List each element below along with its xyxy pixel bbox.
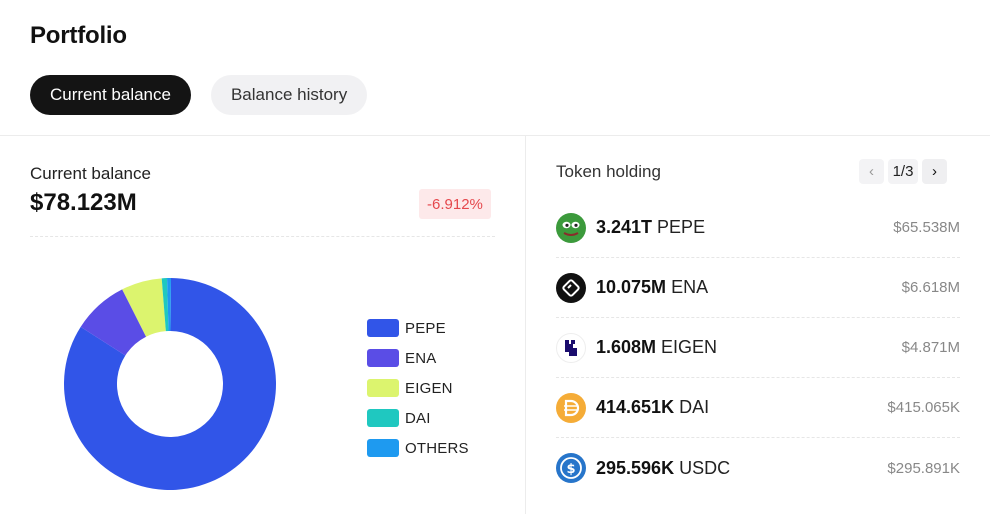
donut-slice-pepe[interactable]	[64, 278, 277, 490]
token-usd-value: $415.065K	[887, 399, 960, 416]
page-title: Portfolio	[30, 22, 127, 49]
legend-swatch	[367, 409, 399, 427]
token-row-ena[interactable]: 10.075M ENA $6.618M	[556, 258, 960, 318]
donut-slice-dai[interactable]	[161, 278, 169, 332]
balance-value: $78.123M	[30, 189, 137, 216]
token-row-eigen[interactable]: 1.608M EIGEN $4.871M	[556, 318, 960, 378]
token-usd-value: $4.871M	[901, 339, 960, 356]
pepe-icon	[556, 212, 586, 243]
legend-label: DAI	[405, 409, 431, 427]
legend-label: EIGEN	[405, 379, 453, 397]
tab-balance-history[interactable]: Balance history	[210, 75, 368, 115]
dai-icon	[556, 392, 586, 423]
legend-swatch	[367, 439, 399, 457]
token-usd-value: $65.538M	[893, 219, 960, 236]
legend-item-ena[interactable]: ENA	[367, 343, 469, 373]
change-badge: -6.912%	[419, 189, 491, 219]
token-holding-title: Token holding	[556, 162, 661, 181]
chevron-right-icon: ›	[932, 163, 937, 180]
chevron-left-icon: ‹	[869, 163, 874, 180]
token-symbol: USDC	[679, 457, 731, 478]
tab-bar: Current balance Balance history	[30, 75, 368, 115]
balance-label: Current balance	[30, 164, 151, 183]
legend-label: PEPE	[405, 319, 446, 337]
legend-item-eigen[interactable]: EIGEN	[367, 373, 469, 403]
token-symbol: ENA	[671, 277, 709, 297]
token-row-usdc[interactable]: $ 295.596K USDC $295.891K	[556, 438, 960, 498]
token-amount: 414.651K	[596, 397, 675, 417]
legend-swatch	[367, 379, 399, 397]
token-amount: 3.241T	[596, 217, 653, 237]
token-amount: 295.596K	[596, 457, 675, 478]
allocation-donut	[64, 278, 277, 490]
token-amount: 10.075M	[596, 277, 667, 297]
svg-text:$: $	[566, 462, 575, 477]
token-symbol: PEPE	[657, 217, 706, 237]
token-amount: 1.608M	[596, 337, 657, 357]
pagination: ‹ 1/3 ›	[859, 159, 947, 184]
prev-page-button[interactable]: ‹	[859, 159, 884, 184]
legend-item-dai[interactable]: DAI	[367, 403, 469, 433]
legend-label: OTHERS	[405, 439, 469, 457]
tab-current-balance[interactable]: Current balance	[30, 75, 191, 115]
token-row-dai[interactable]: 414.651K DAI $415.065K	[556, 378, 960, 438]
legend-swatch	[367, 319, 399, 337]
donut-slice-ena[interactable]	[80, 289, 147, 356]
usdc-icon: $	[556, 453, 586, 483]
allocation-legend: PEPE ENA EIGEN DAI OTHERS	[367, 313, 469, 463]
header-divider	[0, 135, 990, 136]
balance-divider	[30, 236, 495, 237]
token-symbol: DAI	[679, 397, 710, 417]
legend-label: ENA	[405, 349, 437, 367]
legend-swatch	[367, 349, 399, 367]
legend-item-others[interactable]: OTHERS	[367, 433, 469, 463]
token-row-pepe[interactable]: 3.241T PEPE $65.538M	[556, 198, 960, 258]
legend-item-pepe[interactable]: PEPE	[367, 313, 469, 343]
ena-icon	[556, 272, 586, 303]
donut-slice-eigen[interactable]	[122, 278, 166, 337]
eigen-icon	[556, 332, 586, 363]
token-list: 3.241T PEPE $65.538M 10.075M ENA $6.618M…	[556, 198, 960, 498]
donut-slice-others[interactable]	[167, 278, 172, 332]
token-usd-value: $295.891K	[887, 459, 960, 477]
token-usd-value: $6.618M	[901, 279, 960, 296]
next-page-button[interactable]: ›	[922, 159, 947, 184]
panel-divider	[525, 136, 526, 514]
token-symbol: EIGEN	[661, 337, 718, 357]
page-indicator: 1/3	[888, 159, 918, 184]
